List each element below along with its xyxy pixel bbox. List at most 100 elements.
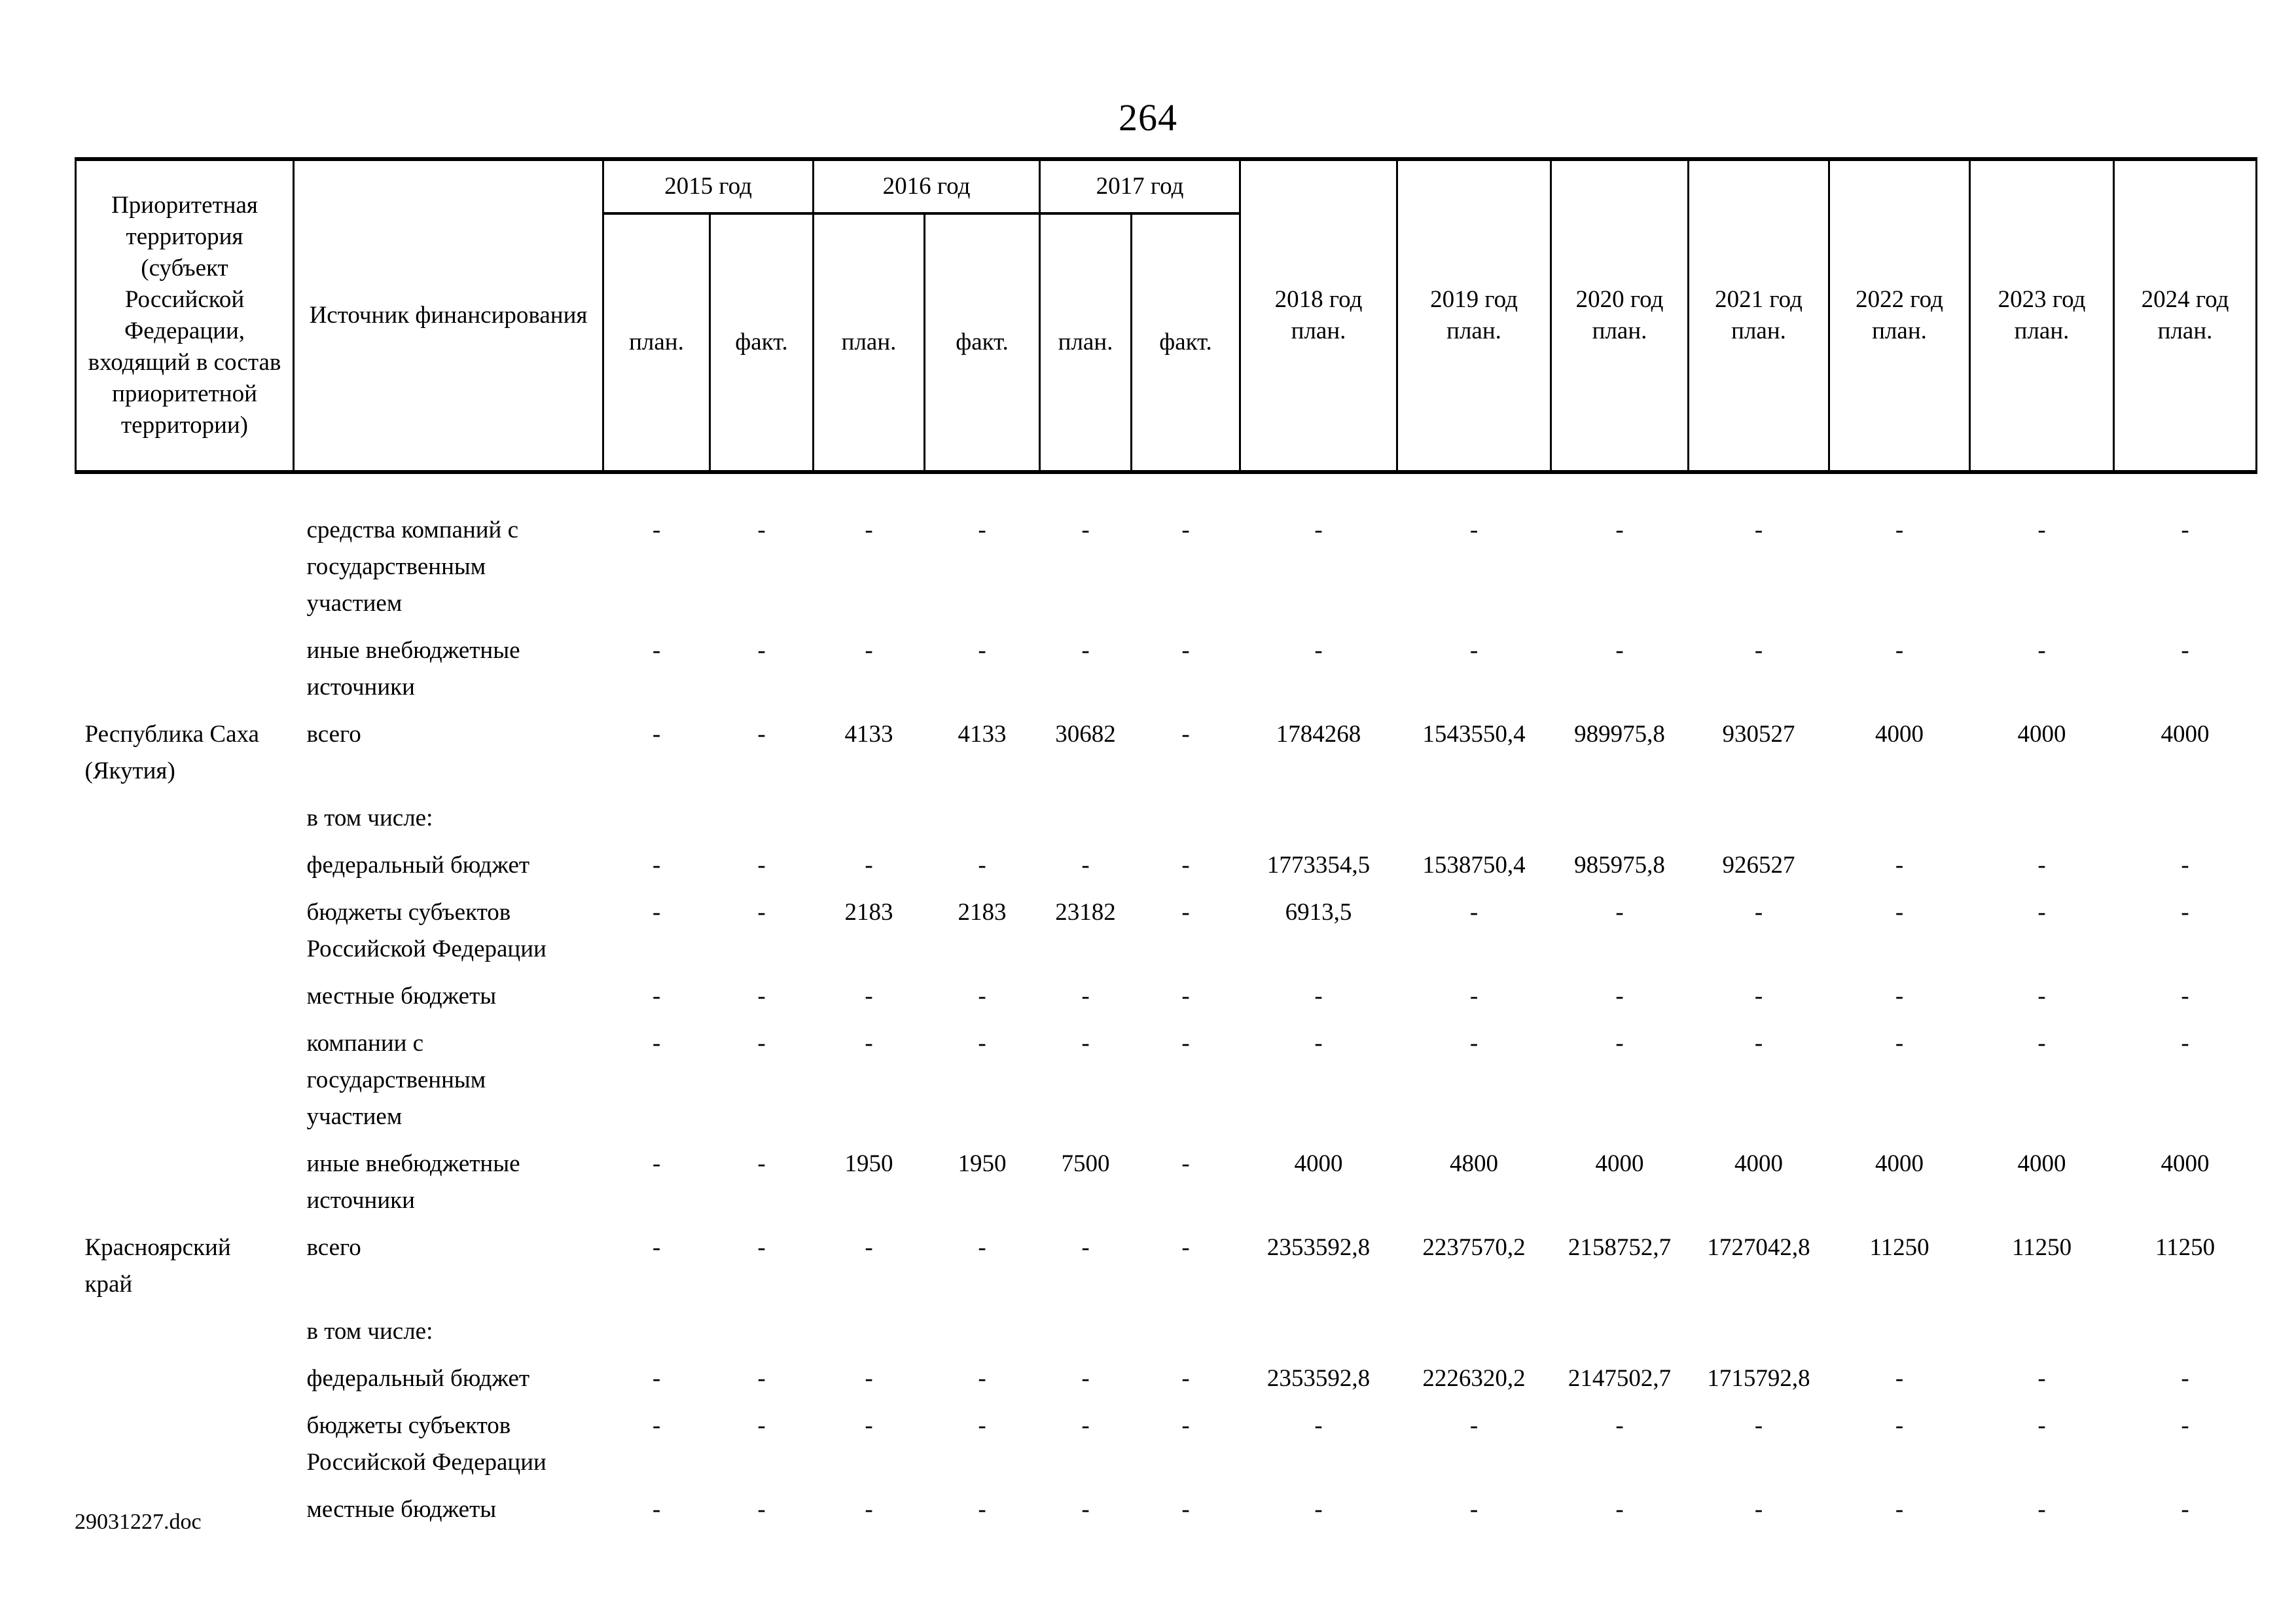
value-cell: -	[1754, 1030, 1763, 1057]
value-cell: -	[757, 1030, 766, 1057]
table-row: в том числе:	[76, 800, 2257, 847]
header-2017-fact: факт.	[1130, 212, 1242, 474]
value-cell: 989975,8	[1574, 721, 1665, 748]
table-row: местные бюджеты - - - - - - - - - - - - -	[76, 1491, 2257, 1539]
value-cell: 11250	[1869, 1234, 1929, 1261]
value-cell: 930527	[1722, 721, 1795, 748]
value-cell: -	[1181, 1412, 1190, 1439]
value-cell: 4000	[1734, 1150, 1784, 1177]
value-cell	[1132, 1313, 1240, 1360]
source-cell: бюджеты субъектов Российской Федерации	[306, 899, 547, 962]
header-year-2017: 2017 год	[1039, 157, 1242, 215]
territory-cell	[76, 632, 294, 716]
value-cell: -	[652, 1412, 661, 1439]
value-cell: 4000	[2161, 721, 2210, 748]
value-cell	[1970, 800, 2114, 847]
value-cell: -	[865, 637, 873, 664]
year-sub-label: план.	[1291, 318, 1346, 344]
value-cell	[925, 800, 1040, 847]
value-cell: -	[1895, 1365, 1904, 1392]
value-cell: 4000	[2017, 1150, 2066, 1177]
source-cell: федеральный бюджет	[306, 852, 530, 879]
value-cell: 985975,8	[1574, 852, 1665, 879]
table-row: Республика Саха (Якутия) всего - - 4133 4133 3…	[76, 716, 2257, 800]
value-cell: -	[978, 1234, 986, 1261]
value-cell: 2353592,8	[1266, 1234, 1371, 1261]
year-sub-label: план.	[1592, 318, 1647, 344]
value-cell: -	[978, 1496, 986, 1523]
value-cell: -	[757, 517, 766, 543]
value-cell: -	[1615, 1030, 1624, 1057]
territory-cell	[76, 1360, 294, 1408]
financing-table: Приоритетная территория (субъект Российс…	[75, 157, 2258, 1539]
table-row: Красноярский край всего - - - - - - 2353592,8 223…	[76, 1230, 2257, 1313]
value-cell: 4000	[1875, 721, 1924, 748]
value-cell: -	[1895, 1412, 1904, 1439]
territory-cell: Республика Саха (Якутия)	[84, 721, 259, 784]
value-cell	[2114, 1313, 2257, 1360]
territory-cell	[76, 1146, 294, 1230]
header-year-2022: 2022 год план.	[1828, 157, 1971, 474]
value-cell: -	[2181, 983, 2189, 1010]
value-cell: 2158752,7	[1568, 1234, 1672, 1261]
territory-cell	[76, 512, 294, 632]
value-cell: -	[2181, 852, 2189, 879]
year-label: 2022 год	[1856, 286, 1943, 313]
table-row: местные бюджеты - - - - - - - - - - - - -	[76, 978, 2257, 1025]
value-cell: -	[1469, 517, 1479, 543]
value-cell: -	[1181, 1030, 1190, 1057]
value-cell: 1543550,4	[1422, 721, 1526, 748]
table-row: в том числе:	[76, 1313, 2257, 1360]
value-cell: -	[757, 983, 766, 1010]
value-cell: -	[978, 637, 986, 664]
value-cell: 2147502,7	[1568, 1365, 1672, 1392]
value-cell: 4000	[2161, 1150, 2210, 1177]
value-cell: -	[1081, 517, 1090, 543]
value-cell: -	[2181, 637, 2189, 664]
value-cell: -	[865, 1030, 873, 1057]
table-row: иные внебюджетные источники - - - - - - - - - - - - -	[76, 632, 2257, 716]
table-row: средства компаний с государственным учас…	[76, 512, 2257, 632]
value-cell: -	[1181, 1234, 1190, 1261]
header-year-2016: 2016 год	[812, 157, 1041, 215]
value-cell: 11250	[2155, 1234, 2215, 1261]
header-2016-fact: факт.	[924, 212, 1041, 474]
value-cell: -	[1615, 637, 1624, 664]
year-sub-label: план.	[1731, 318, 1786, 344]
value-cell: -	[1615, 899, 1624, 926]
territory-cell	[76, 1408, 294, 1491]
year-sub-label: план.	[2157, 318, 2213, 344]
header-year-2020: 2020 год план.	[1550, 157, 1690, 474]
spacer-row	[76, 472, 2257, 512]
value-cell: -	[1181, 637, 1190, 664]
value-cell: -	[1314, 983, 1323, 1010]
value-cell: -	[978, 1365, 986, 1392]
value-cell: -	[652, 1365, 661, 1392]
header-year-2023: 2023 год план.	[1969, 157, 2115, 474]
value-cell: -	[978, 517, 986, 543]
value-cell: 2183	[844, 899, 893, 926]
value-cell: -	[1314, 1030, 1323, 1057]
value-cell: -	[2037, 852, 2046, 879]
value-cell: -	[1081, 637, 1090, 664]
table-row: иные внебюджетные источники - - 1950 1950 750…	[76, 1146, 2257, 1230]
value-cell: -	[1181, 899, 1190, 926]
value-cell: 4133	[958, 721, 1007, 748]
value-cell: -	[1895, 637, 1904, 664]
page-number: 264	[1119, 96, 1177, 139]
value-cell	[1551, 1313, 1689, 1360]
value-cell: -	[2037, 1030, 2046, 1057]
source-cell: иные внебюджетные источники	[306, 637, 520, 701]
year-label: 2023 год	[1998, 286, 2086, 313]
value-cell: -	[1081, 1365, 1090, 1392]
value-cell: -	[1615, 1412, 1624, 1439]
value-cell: 4133	[844, 721, 893, 748]
table-row: компании с государственным участием - - - - -…	[76, 1025, 2257, 1146]
table-body: средства компаний с государственным учас…	[76, 472, 2257, 1539]
value-cell: -	[652, 983, 661, 1010]
value-cell: 7500	[1061, 1150, 1110, 1177]
value-cell: -	[2037, 637, 2046, 664]
header-year-2019: 2019 год план.	[1396, 157, 1552, 474]
value-cell: -	[978, 852, 986, 879]
value-cell: 1950	[844, 1150, 893, 1177]
